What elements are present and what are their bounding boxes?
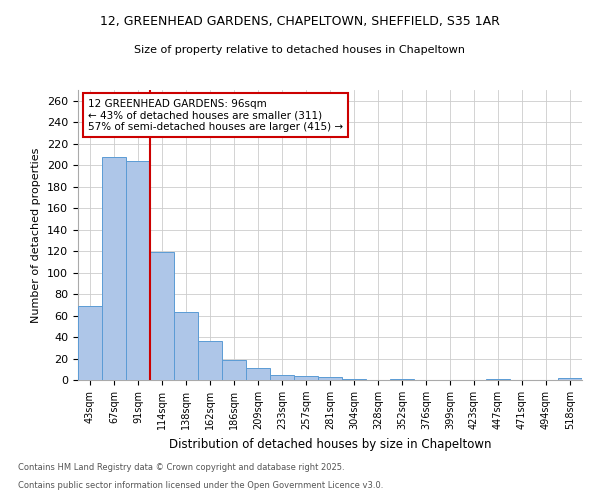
- Bar: [342, 379, 366, 380]
- Bar: [558, 378, 582, 380]
- Text: Size of property relative to detached houses in Chapeltown: Size of property relative to detached ho…: [134, 45, 466, 55]
- Text: 12 GREENHEAD GARDENS: 96sqm
← 43% of detached houses are smaller (311)
57% of se: 12 GREENHEAD GARDENS: 96sqm ← 43% of det…: [88, 98, 343, 132]
- Bar: [78, 306, 102, 380]
- Bar: [246, 368, 270, 380]
- Text: 12, GREENHEAD GARDENS, CHAPELTOWN, SHEFFIELD, S35 1AR: 12, GREENHEAD GARDENS, CHAPELTOWN, SHEFF…: [100, 15, 500, 28]
- Bar: [486, 379, 510, 380]
- Bar: [222, 360, 246, 380]
- X-axis label: Distribution of detached houses by size in Chapeltown: Distribution of detached houses by size …: [169, 438, 491, 450]
- Bar: [390, 379, 414, 380]
- Bar: [198, 342, 222, 380]
- Bar: [318, 377, 342, 380]
- Text: Contains public sector information licensed under the Open Government Licence v3: Contains public sector information licen…: [18, 481, 383, 490]
- Bar: [294, 376, 318, 380]
- Bar: [270, 374, 294, 380]
- Text: Contains HM Land Registry data © Crown copyright and database right 2025.: Contains HM Land Registry data © Crown c…: [18, 464, 344, 472]
- Bar: [174, 312, 198, 380]
- Bar: [150, 252, 174, 380]
- Y-axis label: Number of detached properties: Number of detached properties: [31, 148, 41, 322]
- Bar: [126, 161, 150, 380]
- Bar: [102, 156, 126, 380]
